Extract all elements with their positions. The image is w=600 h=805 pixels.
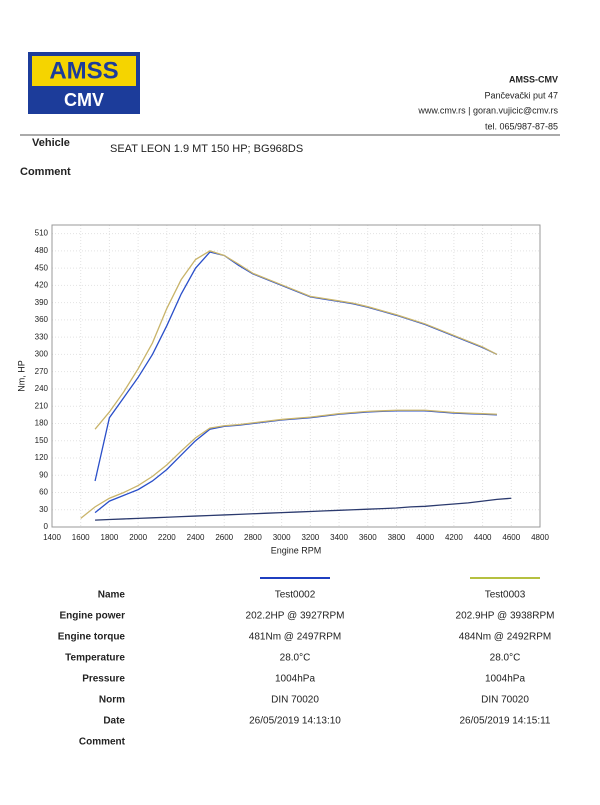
y-tick-label: 510	[35, 229, 49, 238]
y-tick-label: 60	[39, 488, 48, 497]
x-tick-label: 4800	[531, 533, 549, 542]
address: Pančevački put 47	[484, 90, 558, 100]
y-tick-label: 0	[44, 522, 49, 531]
x-tick-label: 3800	[388, 533, 406, 542]
curve	[95, 497, 512, 521]
row-label: Engine torque	[58, 632, 126, 643]
cell-value: 1004hPa	[485, 674, 525, 685]
cell-value: 26/05/2019 14:15:11	[459, 716, 550, 727]
cell-value: DIN 70020	[481, 695, 529, 706]
y-tick-label: 30	[39, 505, 48, 514]
cell-value: 202.2HP @ 3927RPM	[246, 611, 345, 622]
x-tick-label: 3400	[330, 533, 348, 542]
x-tick-label: 4200	[445, 533, 463, 542]
curve	[94, 410, 497, 514]
logo-bottom: CMV	[64, 90, 104, 110]
logo-band	[32, 56, 136, 86]
vehicle-label: Vehicle	[32, 137, 70, 149]
y-axis-label: Nm, HP	[16, 360, 26, 392]
x-tick-label: 2200	[158, 533, 176, 542]
y-tick-label: 240	[35, 384, 49, 393]
x-tick-label: 2600	[215, 533, 233, 542]
y-tick-label: 150	[35, 436, 49, 445]
curve	[94, 250, 498, 430]
cell-value: 481Nm @ 2497RPM	[249, 632, 341, 643]
plot-frame	[51, 224, 541, 528]
phone: tel. 065/987-87-85	[485, 121, 558, 131]
x-tick-label: 1400	[43, 533, 61, 542]
logo-top: AMSS	[49, 57, 118, 84]
x-tick-label: 2000	[129, 533, 147, 542]
y-tick-label: 330	[35, 332, 49, 341]
cell-value: 1004hPa	[275, 674, 315, 685]
x-axis-label: Engine RPM	[271, 545, 322, 555]
vehicle-value: SEAT LEON 1.9 MT 150 HP; BG968DS	[110, 143, 303, 155]
x-tick-label: 1600	[72, 533, 90, 542]
chart: 0 30 60 90 120 150 180 210 240 270 300 330 360 390 420…	[16, 224, 549, 555]
cell-value: 28.0°C	[280, 653, 311, 664]
row-label: Pressure	[82, 674, 125, 685]
y-tick-label: 390	[35, 298, 49, 307]
results-table: Name Test0002 Test0003 Engine power 202.2HP …	[58, 577, 555, 748]
x-tick-label: 3000	[273, 533, 291, 542]
y-tick-label: 450	[35, 263, 49, 272]
y-tick-label: 210	[35, 401, 49, 410]
cell-value: 202.9HP @ 3938RPM	[456, 611, 555, 622]
y-tick-label: 480	[35, 246, 49, 255]
curve	[80, 409, 497, 519]
cell-value: 28.0°C	[490, 653, 521, 664]
cell-value: DIN 70020	[271, 695, 319, 706]
x-tick-label: 4000	[416, 533, 434, 542]
y-tick-label: 360	[35, 315, 49, 324]
y-tick-label: 90	[39, 470, 48, 479]
x-tick-label: 2800	[244, 533, 262, 542]
cell-value: 484Nm @ 2492RPM	[459, 632, 551, 643]
x-tick-label: 1800	[101, 533, 119, 542]
y-tick-label: 300	[35, 350, 49, 359]
y-tick-label: 420	[35, 281, 49, 290]
company: AMSS-CMV	[509, 74, 558, 84]
cell-value: Test0002	[275, 590, 316, 601]
x-tick-label: 3200	[301, 533, 319, 542]
cell-value: 26/05/2019 14:13:10	[249, 716, 341, 727]
row-label: Temperature	[65, 653, 125, 664]
web: www.cmv.rs | goran.vujicic@cmv.rs	[417, 105, 558, 115]
x-tick-label: 4400	[474, 533, 492, 542]
curve	[94, 251, 498, 482]
row-label: Date	[103, 716, 125, 727]
row-label: Norm	[99, 695, 125, 706]
cell-value: Test0003	[485, 590, 526, 601]
x-tick-label: 2400	[187, 533, 205, 542]
y-tick-label: 180	[35, 419, 49, 428]
row-label: Comment	[79, 737, 126, 748]
comment-label: Comment	[20, 166, 71, 178]
x-tick-label: 3600	[359, 533, 377, 542]
x-tick-label: 4600	[502, 533, 520, 542]
row-label: Engine power	[59, 611, 125, 622]
row-label: Name	[98, 590, 126, 601]
y-tick-label: 270	[35, 367, 49, 376]
y-tick-label: 120	[35, 453, 49, 462]
